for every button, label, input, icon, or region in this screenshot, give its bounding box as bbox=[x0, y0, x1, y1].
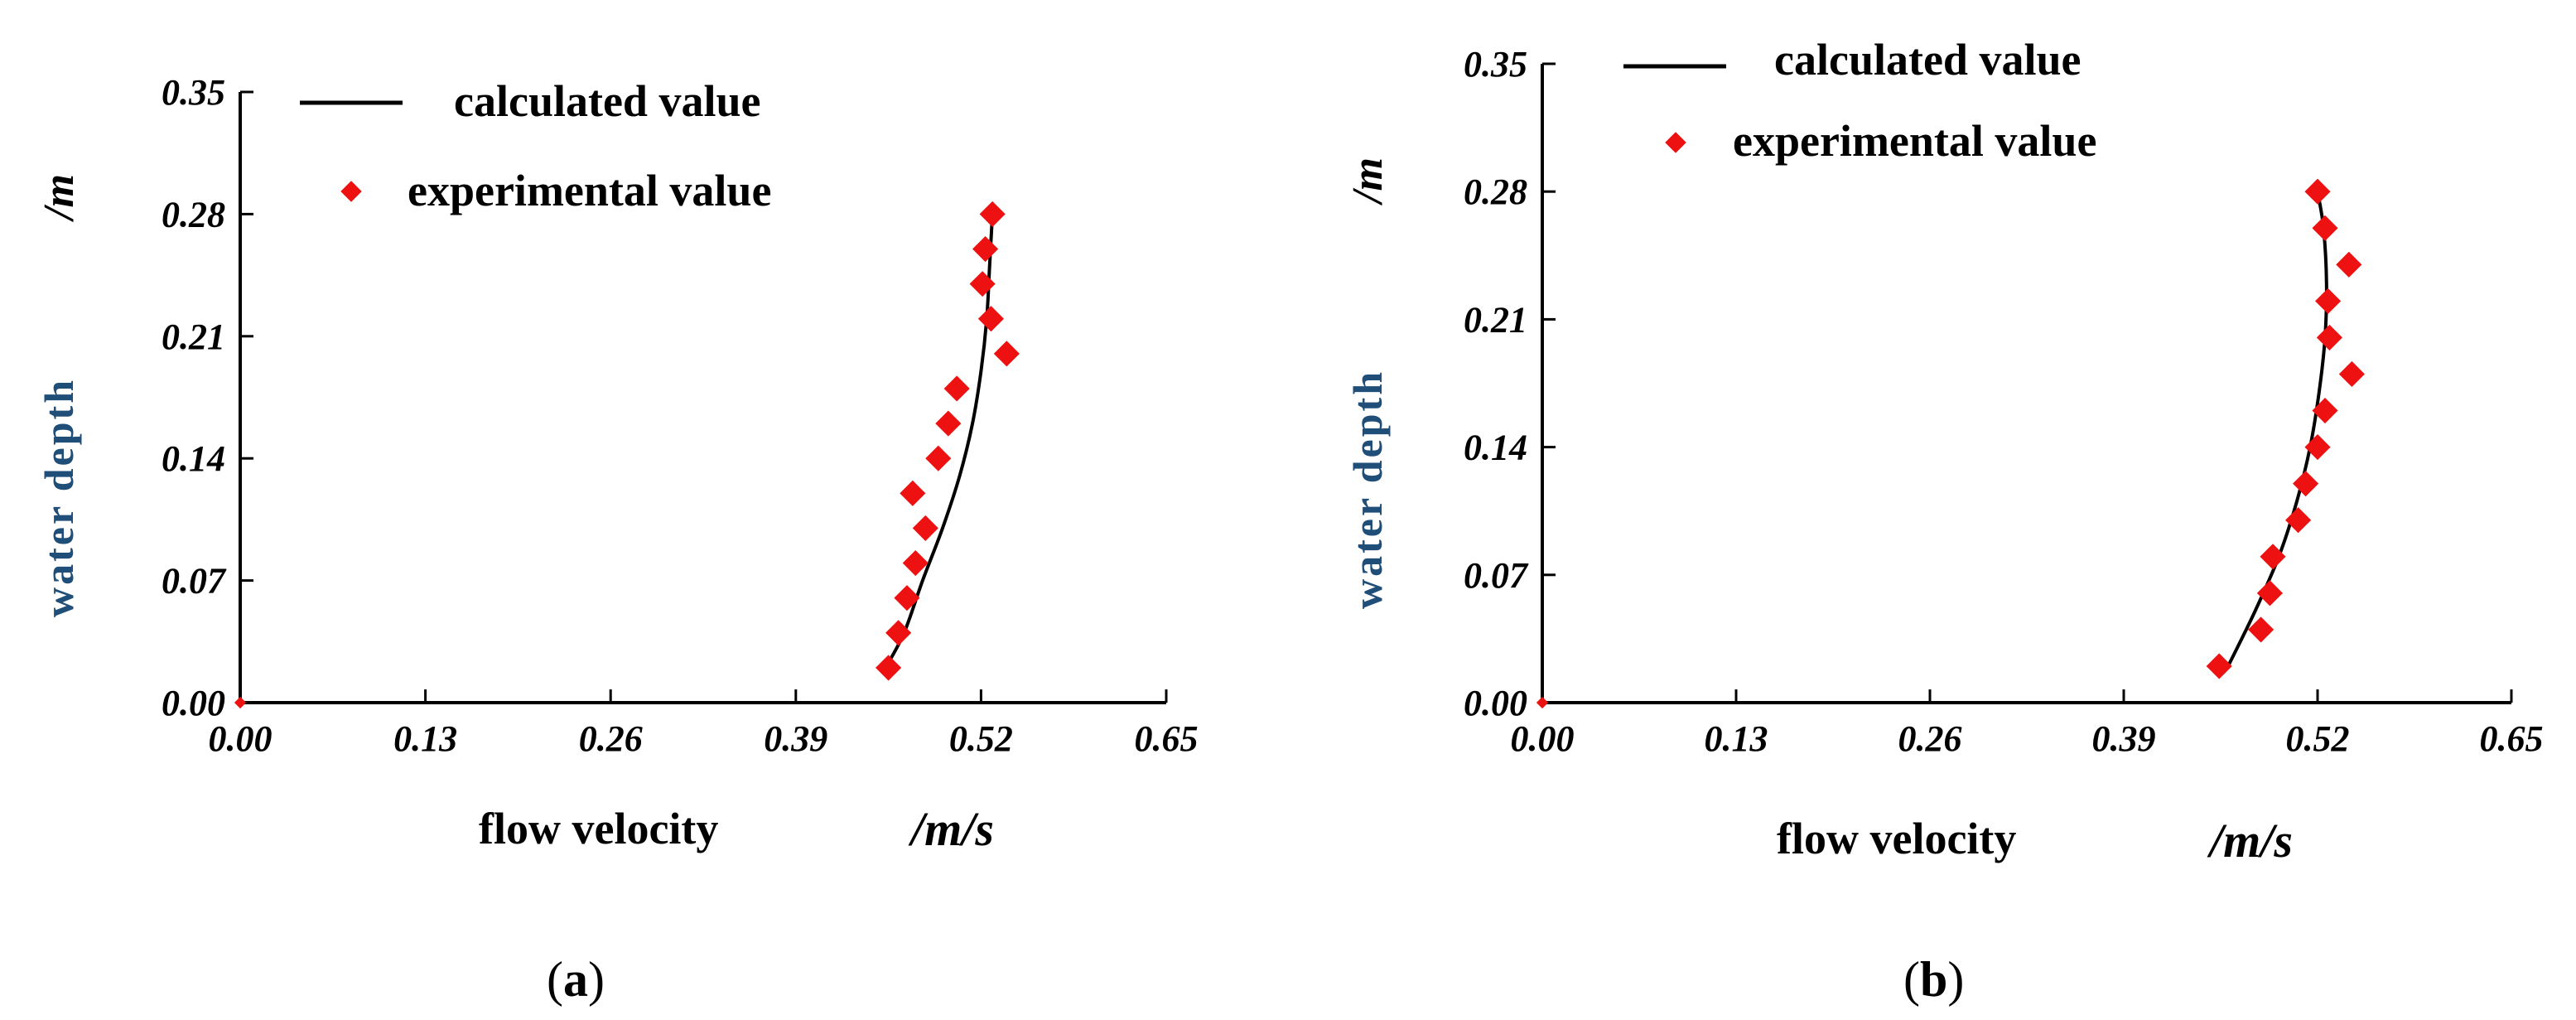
experimental-value-point bbox=[943, 375, 970, 402]
y-axis-label-a: water depth bbox=[36, 378, 82, 617]
experimental-value-point bbox=[2312, 397, 2338, 424]
plot-marks-a bbox=[234, 201, 1020, 709]
x-tick-label: 0.00 bbox=[1511, 718, 1575, 759]
origin-marker bbox=[234, 696, 247, 709]
x-tick-label: 0.00 bbox=[209, 718, 273, 759]
plot-marks-b bbox=[1536, 178, 2365, 709]
y-tick-labels-b: 0.00 0.07 0.14 0.21 0.28 0.35 bbox=[1464, 44, 1529, 723]
y-tick-label: 0.07 bbox=[162, 561, 227, 602]
experimental-value-point bbox=[876, 655, 902, 681]
legend-point-label-a: experimental value bbox=[408, 166, 771, 215]
x-tick-labels-a: 0.00 0.13 0.26 0.39 0.52 0.65 bbox=[209, 718, 1199, 759]
experimental-value-point bbox=[2312, 215, 2338, 241]
x-tick-label: 0.39 bbox=[764, 718, 827, 759]
experimental-value-point bbox=[2315, 288, 2342, 314]
x-tick-label: 0.26 bbox=[579, 718, 643, 759]
experimental-value-point bbox=[925, 445, 952, 471]
x-tick-label: 0.13 bbox=[393, 718, 457, 759]
experimental-value-point bbox=[935, 410, 962, 437]
y-tick-label: 0.00 bbox=[1464, 683, 1527, 723]
axes-b bbox=[1541, 62, 2513, 704]
x-tick-label: 0.39 bbox=[2092, 718, 2156, 759]
experimental-value-point bbox=[969, 271, 996, 297]
y-axis-label-b: water depth bbox=[1344, 370, 1391, 609]
experimental-value-point bbox=[2285, 507, 2312, 534]
x-tick-label: 0.52 bbox=[949, 718, 1013, 759]
experimental-value-point bbox=[912, 515, 938, 541]
legend-point-label-b: experimental value bbox=[1733, 116, 2096, 166]
panel-caption-a: (a) bbox=[547, 952, 605, 1007]
x-tick-label: 0.65 bbox=[2480, 718, 2544, 759]
origin-marker bbox=[1536, 696, 1549, 709]
y-tick-label: 0.35 bbox=[1464, 44, 1527, 85]
experimental-value-point bbox=[894, 585, 920, 612]
experimental-value-point bbox=[2260, 544, 2286, 570]
experimental-value-point bbox=[977, 306, 1004, 332]
experimental-value-point bbox=[972, 235, 999, 263]
y-tick-label: 0.21 bbox=[1464, 299, 1527, 340]
x-tick-label: 0.65 bbox=[1135, 718, 1199, 759]
chart-panel-b: 0.00 0.07 0.14 0.21 0.28 0.35 0.00 0.13 0.26 0.3… bbox=[1344, 35, 2544, 1007]
experimental-value-point bbox=[2248, 616, 2275, 643]
x-axis-label-b: flow velocity bbox=[1777, 814, 2016, 863]
axes-a bbox=[239, 90, 1168, 704]
y-tick-label: 0.21 bbox=[162, 317, 225, 357]
x-axis-unit-a: /m/s bbox=[908, 802, 994, 856]
legend-line-label-b: calculated value bbox=[1774, 35, 2081, 85]
chart-panel-a: 0.00 0.07 0.14 0.21 0.28 0.35 0.00 0.13 0.26 0.3… bbox=[36, 72, 1199, 1007]
panel-caption-b: (b) bbox=[1903, 952, 1964, 1007]
legend-point-swatch-b bbox=[1665, 132, 1686, 153]
x-tick-label: 0.26 bbox=[1898, 718, 1962, 759]
y-axis-unit-b: /m bbox=[1344, 157, 1392, 206]
experimental-value-point bbox=[2256, 580, 2283, 607]
experimental-value-point bbox=[2293, 471, 2319, 497]
experimental-value-point bbox=[2304, 434, 2331, 461]
y-tick-label: 0.35 bbox=[162, 72, 225, 113]
y-tick-label: 0.28 bbox=[1464, 172, 1527, 212]
experimental-value-point bbox=[900, 480, 926, 506]
y-tick-labels-a: 0.00 0.07 0.14 0.21 0.28 0.35 bbox=[162, 72, 227, 723]
x-tick-labels-b: 0.00 0.13 0.26 0.39 0.52 0.65 bbox=[1511, 718, 2544, 759]
y-tick-label: 0.14 bbox=[1464, 428, 1527, 468]
legend-line-label-a: calculated value bbox=[454, 76, 760, 126]
y-tick-label: 0.28 bbox=[162, 194, 225, 234]
experimental-value-point bbox=[2336, 251, 2362, 278]
y-axis-unit-a: /m bbox=[36, 174, 83, 223]
legend-point-swatch-a bbox=[340, 181, 362, 202]
y-tick-label: 0.14 bbox=[162, 438, 225, 479]
y-tick-label: 0.00 bbox=[162, 683, 225, 723]
experimental-value-point bbox=[2206, 653, 2232, 679]
experimental-value-point bbox=[2338, 360, 2365, 388]
calculated-value-line bbox=[884, 214, 995, 669]
experimental-value-point bbox=[2304, 178, 2331, 205]
x-tick-label: 0.52 bbox=[2286, 718, 2350, 759]
x-tick-label: 0.13 bbox=[1705, 718, 1768, 759]
experimental-value-point bbox=[2316, 324, 2342, 350]
experimental-value-point bbox=[993, 341, 1020, 367]
experimental-value-point bbox=[979, 201, 1006, 227]
x-axis-label-a: flow velocity bbox=[479, 804, 718, 853]
x-axis-unit-b: /m/s bbox=[2207, 814, 2293, 868]
legend-a: calculated value experimental value bbox=[300, 76, 771, 215]
y-tick-label: 0.07 bbox=[1464, 555, 1529, 596]
legend-b: calculated value experimental value bbox=[1623, 35, 2096, 166]
